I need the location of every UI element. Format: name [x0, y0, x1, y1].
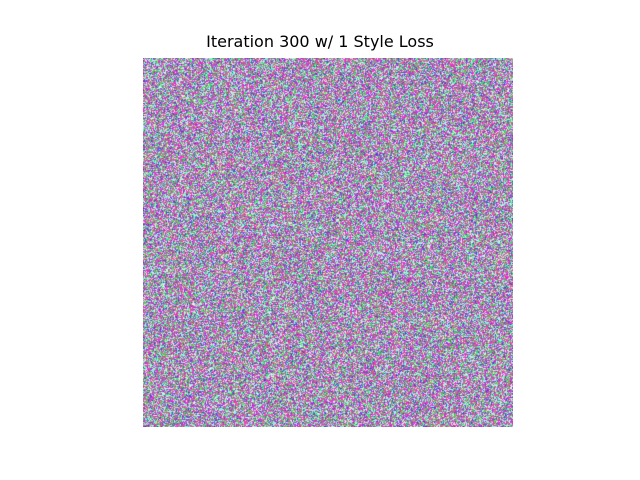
plot-title: Iteration 300 w/ 1 Style Loss [206, 32, 434, 51]
noise-texture-canvas [143, 58, 513, 427]
generated-image [143, 58, 513, 427]
